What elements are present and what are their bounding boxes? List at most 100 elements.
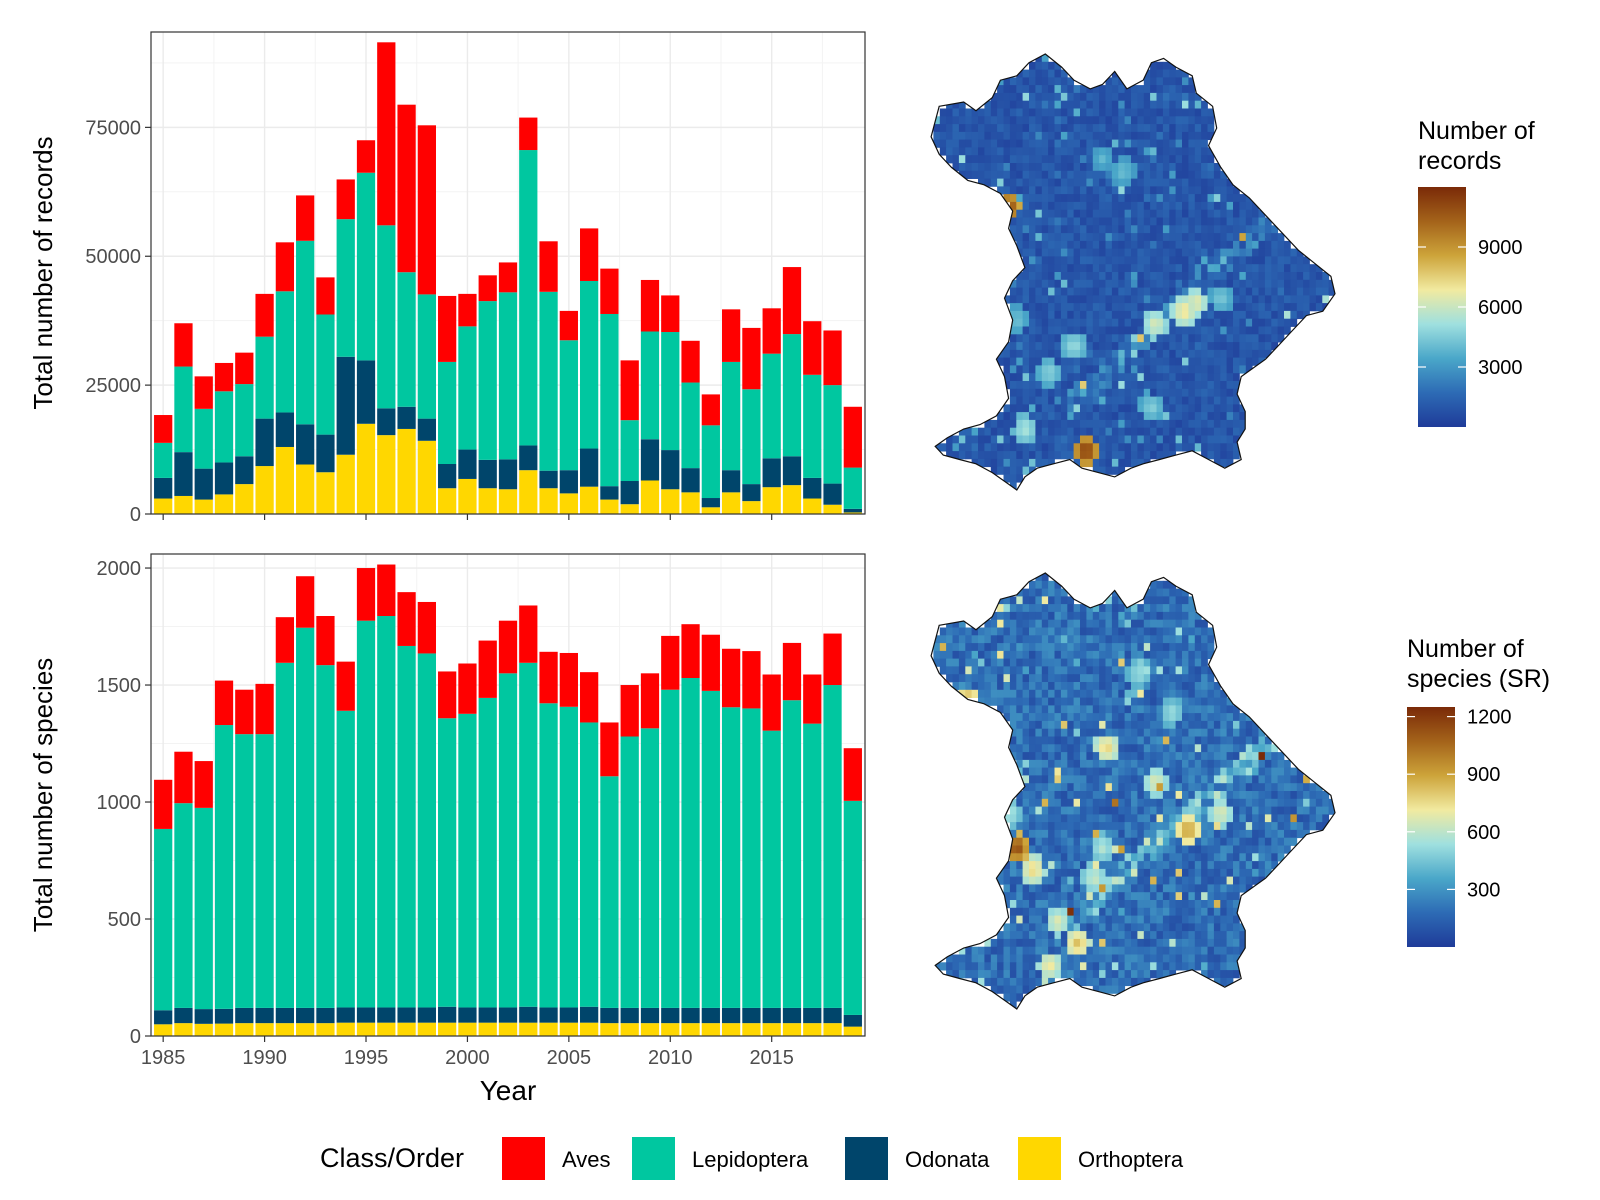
map-cell [1162, 907, 1170, 916]
map-cell [1022, 256, 1030, 265]
map-cell [1035, 845, 1043, 854]
map-cell [1124, 419, 1132, 429]
map-cell [1111, 674, 1119, 683]
map-cell [1073, 248, 1081, 257]
map-cell [1041, 287, 1049, 296]
map-cell [1086, 178, 1094, 187]
bar-aves-1993 [316, 277, 335, 315]
map-cell [946, 635, 953, 644]
map-cell [978, 635, 985, 644]
map-cell [1277, 783, 1285, 792]
map-cell [1220, 853, 1228, 862]
map-cell [1124, 798, 1132, 807]
map-cell [1131, 767, 1138, 776]
bar-aves-2005 [559, 310, 578, 341]
map-cell [1239, 876, 1247, 885]
map-cell [1009, 443, 1017, 452]
map-cell [1067, 666, 1075, 675]
map-cell [1162, 876, 1170, 885]
map-cell [1220, 443, 1228, 452]
map-cell [1156, 326, 1164, 335]
map-cell [1105, 451, 1113, 460]
map-cell [1169, 814, 1177, 823]
map-cell [1092, 310, 1100, 320]
map-cell [990, 124, 998, 133]
map-cell [1156, 264, 1164, 273]
map-cell [1194, 759, 1202, 769]
map-cell [1162, 689, 1170, 698]
map-cell [1099, 713, 1106, 722]
map-cell [1029, 970, 1036, 979]
map-cell [1048, 728, 1055, 737]
map-cell [1213, 256, 1221, 265]
map-cell [1188, 791, 1196, 800]
map-cell [1169, 194, 1177, 203]
map-cell [1233, 435, 1240, 444]
map-cell [1220, 759, 1228, 769]
map-cell [1220, 798, 1228, 807]
map-cell [1092, 85, 1100, 94]
map-cell [1073, 915, 1081, 924]
bar-aves-2003 [519, 117, 538, 151]
map-cell [1035, 279, 1043, 288]
map-cell [1137, 412, 1145, 421]
map-cell [1315, 814, 1323, 823]
map-cell [1118, 201, 1126, 211]
map-cell [1009, 853, 1017, 862]
map-cell [1277, 303, 1285, 312]
map-cell [1143, 915, 1151, 924]
map-cell [958, 962, 966, 971]
map-cell [1182, 287, 1189, 296]
bar-orthoptera-2012 [701, 507, 720, 514]
bar-lepidoptera-2008 [620, 736, 639, 1008]
map-cell [1131, 326, 1138, 335]
map-cell [1111, 627, 1119, 636]
map-cell [1207, 310, 1215, 320]
map-cell [1175, 900, 1183, 909]
map-cell [1092, 977, 1100, 987]
map-cell [1099, 728, 1106, 737]
map-cell [1086, 209, 1094, 218]
map-cell [1226, 962, 1234, 971]
map-cell [1233, 900, 1240, 909]
map-cell [1009, 837, 1017, 846]
map-cell [1022, 334, 1030, 343]
map-cell [1022, 713, 1030, 722]
map-cell [1111, 806, 1119, 815]
map-cell [1175, 100, 1183, 109]
map-cell [1105, 907, 1113, 916]
map-cell [1054, 635, 1062, 644]
map-cell [1201, 240, 1208, 250]
map-cell [1009, 357, 1017, 366]
map-cell [1016, 373, 1024, 382]
map-cell [1194, 682, 1202, 691]
map-cell [1029, 806, 1036, 815]
bar-odonata-2006 [580, 448, 599, 487]
bar-orthoptera-2011 [681, 492, 700, 514]
map-cell [1131, 303, 1138, 312]
map-cell [1143, 279, 1151, 288]
map-cell [1239, 720, 1247, 730]
map-cell [1067, 689, 1075, 698]
map-cell [1169, 650, 1177, 660]
map-cell [1245, 783, 1253, 792]
map-cell [1233, 373, 1240, 382]
map-cell [1054, 155, 1062, 164]
bar-aves-2004 [539, 651, 558, 704]
map-cell [1009, 186, 1017, 195]
map-cell [1220, 310, 1228, 320]
map-cell [1143, 736, 1151, 745]
map-cell [1194, 611, 1202, 621]
map-cell [1041, 412, 1049, 421]
bar-aves-2013 [721, 309, 741, 362]
map-cell [971, 658, 979, 667]
map-cell [1150, 240, 1157, 250]
map-cell [939, 658, 947, 667]
map-cell [1086, 155, 1094, 164]
map-cell [1092, 186, 1100, 195]
map-cell [1099, 108, 1106, 117]
map-cell [1086, 907, 1094, 916]
map-cell [1086, 962, 1094, 971]
